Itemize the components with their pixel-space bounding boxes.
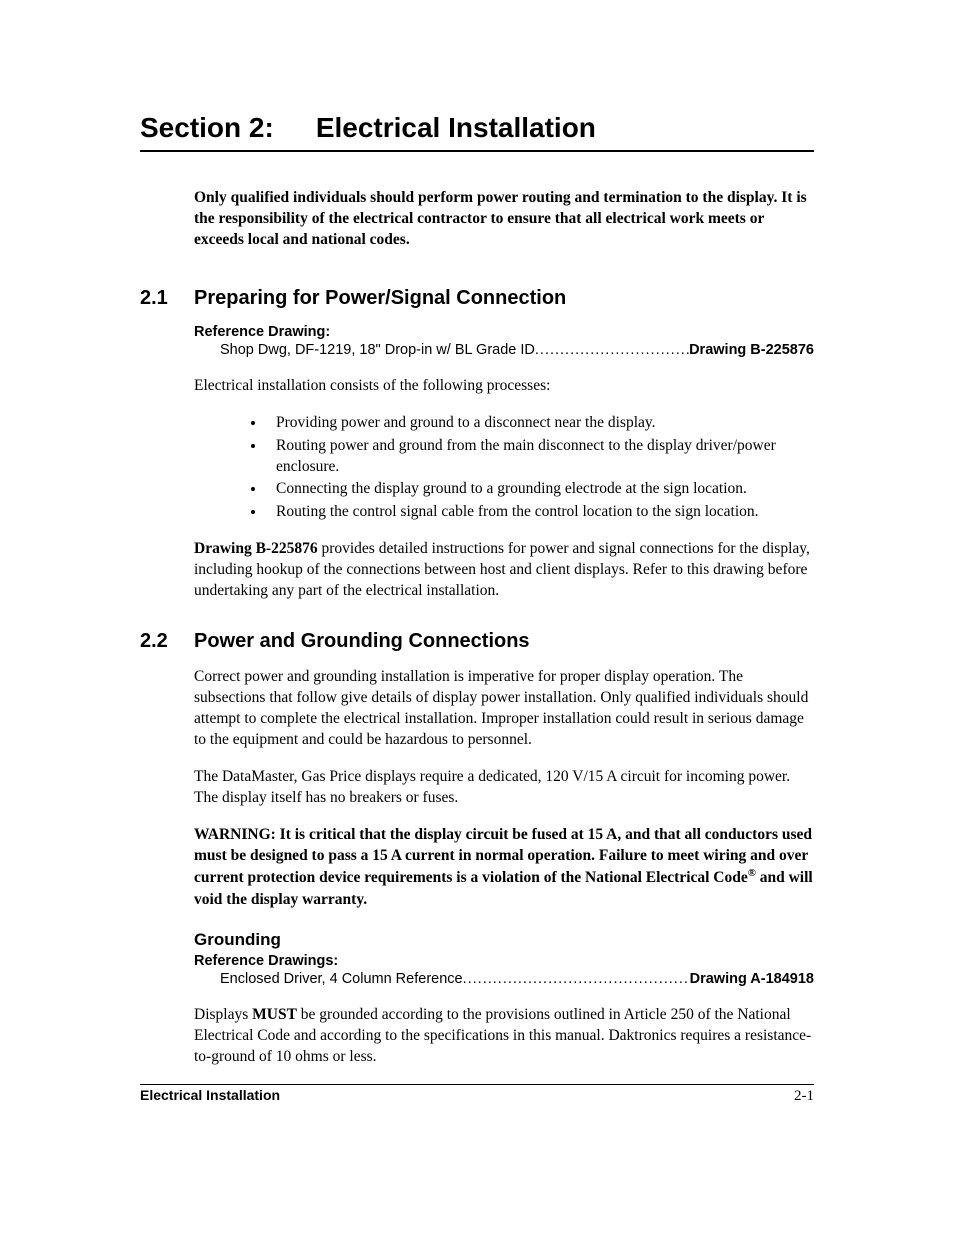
ref-drawing-id: Drawing B-225876 [689,342,814,358]
ref-drawing-desc-2: Enclosed Driver, 4 Column Reference [220,971,463,987]
s21-p1: Electrical installation consists of the … [194,376,814,397]
heading-2-2-text: Power and Grounding Connections [194,630,530,652]
s22-p1: Correct power and grounding installation… [194,667,814,751]
heading-2-1-num: 2.1 [140,287,194,310]
warning-text-a: WARNING: It is critical that the display… [194,826,812,887]
heading-2-2-num: 2.2 [140,630,194,653]
grounding-p-a: Displays [194,1006,252,1023]
section-title-text: Electrical Installation [316,112,596,143]
section-title: Section 2: Electrical Installation [140,112,814,152]
intro-paragraph: Only qualified individuals should perfor… [194,188,814,251]
leader-dots [463,971,690,987]
page-footer: Electrical Installation 2-1 [140,1084,814,1105]
footer-left: Electrical Installation [140,1087,280,1103]
ref-drawing-id-2: Drawing A-184918 [690,971,814,987]
footer-page-number: 2-1 [794,1088,814,1105]
section-title-prefix: Section 2: [140,112,274,143]
list-item: Routing power and ground from the main d… [266,436,814,478]
list-item: Providing power and ground to a disconne… [266,413,814,434]
heading-grounding: Grounding [194,930,814,950]
s22-warning: WARNING: It is critical that the display… [194,825,814,911]
s21-p2: Drawing B-225876 provides detailed instr… [194,539,814,602]
grounding-p-bold: MUST [252,1006,297,1023]
ref-drawing-line: Shop Dwg, DF-1219, 18" Drop-in w/ BL Gra… [220,342,814,358]
list-item: Connecting the display ground to a groun… [266,479,814,500]
leader-dots [535,342,689,358]
s21-p2-bold: Drawing B-225876 [194,540,318,557]
ref-drawing-heading: Reference Drawing: [194,324,814,340]
heading-2-2: 2.2Power and Grounding Connections [140,630,814,653]
s21-bullet-list: Providing power and ground to a disconne… [248,413,814,524]
ref-drawing-line-2: Enclosed Driver, 4 Column Reference Draw… [220,971,814,987]
heading-2-1: 2.1Preparing for Power/Signal Connection [140,287,814,310]
registered-symbol: ® [748,867,756,879]
grounding-p: Displays MUST be grounded according to t… [194,1005,814,1068]
heading-2-1-text: Preparing for Power/Signal Connection [194,287,566,309]
list-item: Routing the control signal cable from th… [266,502,814,523]
s22-p2: The DataMaster, Gas Price displays requi… [194,767,814,809]
ref-drawing-desc: Shop Dwg, DF-1219, 18" Drop-in w/ BL Gra… [220,342,535,358]
ref-drawings-heading: Reference Drawings: [194,953,814,969]
